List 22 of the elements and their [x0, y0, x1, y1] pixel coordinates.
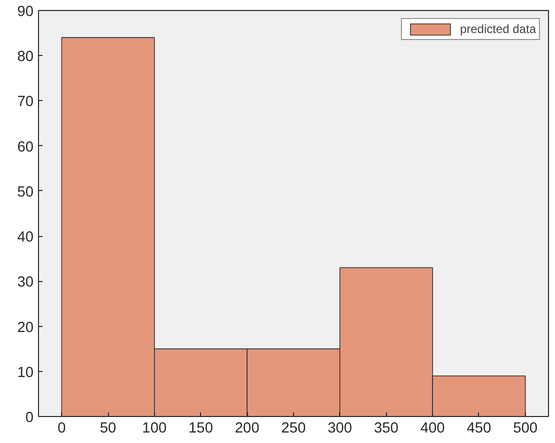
x-tick-label: 50	[100, 420, 116, 436]
x-tick-label: 500	[513, 420, 538, 436]
x-tick-label: 150	[188, 420, 214, 436]
y-tick-label: 60	[17, 139, 34, 156]
y-tick-label: 50	[17, 184, 34, 200]
x-tick-label: 350	[374, 420, 398, 436]
legend-label: predicted data	[460, 22, 536, 36]
y-tick-label: 0	[25, 410, 34, 426]
y-tick-label: 10	[17, 364, 34, 381]
y-tick-label: 20	[17, 320, 34, 336]
x-tick-label: 300	[328, 420, 352, 436]
x-tick-label: 100	[142, 420, 167, 436]
x-tick-label: 200	[234, 420, 260, 436]
x-tick-label: 250	[281, 420, 306, 436]
y-tick-label: 80	[17, 49, 34, 66]
y-tick-label: 70	[17, 94, 34, 110]
y-tick-label: 90	[17, 4, 34, 20]
x-tick-label: 0	[58, 420, 66, 436]
x-tick-label: 400	[420, 420, 445, 436]
y-tick-label: 30	[17, 274, 34, 291]
x-tick-label: 450	[466, 420, 492, 436]
y-tick-label: 40	[17, 230, 34, 246]
